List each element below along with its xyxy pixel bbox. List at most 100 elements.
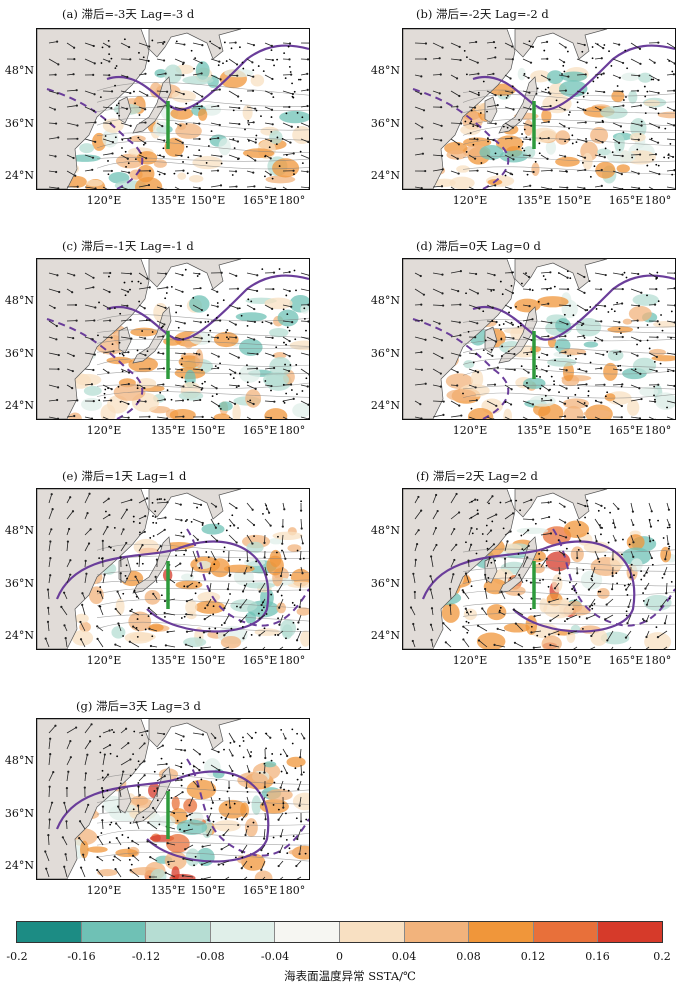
wind-vector-head [217, 366, 220, 370]
significance-dot [302, 771, 305, 774]
wind-vector [138, 544, 143, 552]
wind-vector [63, 592, 68, 600]
significance-dot [624, 49, 627, 52]
wind-vector-head [511, 58, 514, 61]
significance-dot [127, 847, 130, 849]
wind-vector-head [47, 606, 50, 610]
wind-vector-head [255, 367, 259, 370]
wind-vector-head [206, 604, 209, 607]
significance-dot [105, 510, 107, 513]
wind-vector-head [673, 321, 675, 324]
significance-dot [136, 349, 139, 352]
ssta-patch [486, 604, 507, 621]
wind-vector-head [549, 92, 552, 95]
wind-vector-head [285, 771, 289, 775]
significance-dot [211, 395, 214, 398]
wind-vector-head [219, 78, 222, 81]
wind-vector-head [199, 172, 203, 175]
wind-vector-head [643, 574, 646, 577]
significance-dot [566, 270, 569, 273]
wind-vector [522, 106, 531, 110]
wind-vector-head [564, 351, 567, 354]
wind-vector [468, 90, 479, 96]
significance-dot [275, 346, 278, 349]
wind-vector-head [600, 504, 603, 507]
wind-vector [84, 352, 95, 355]
wind-vector [228, 384, 239, 387]
wind-vector [486, 495, 493, 504]
wind-vector [450, 154, 458, 160]
significance-dot [615, 572, 618, 575]
wind-vector [246, 550, 248, 561]
wind-vector [66, 122, 78, 126]
significance-dot [467, 330, 470, 333]
wind-vector [648, 502, 653, 512]
wind-vector [648, 74, 659, 81]
wind-vector [174, 90, 184, 95]
wind-vector-head [584, 504, 587, 508]
significance-dot [521, 133, 523, 135]
significance-dot [475, 528, 478, 530]
ssta-patch [188, 175, 204, 183]
significance-dot [151, 501, 154, 504]
wind-vector [102, 774, 109, 782]
panel-title: (e) 滞后=1天 Lag=1 d [62, 469, 187, 483]
significance-dot [547, 585, 550, 588]
significance-dot [600, 533, 602, 536]
wind-vector [430, 556, 434, 568]
significance-dot [130, 863, 133, 866]
wind-vector [450, 574, 454, 584]
wind-vector [645, 582, 650, 589]
significance-dot [249, 399, 252, 402]
wind-vector [246, 185, 255, 188]
wind-vector [241, 860, 248, 869]
significance-dot [593, 165, 596, 168]
wind-vector-head [548, 78, 551, 81]
wind-vector [102, 384, 112, 390]
wind-vector-head [470, 526, 473, 530]
wind-vector [522, 518, 534, 521]
wind-vector-head [549, 532, 553, 535]
wind-vector [299, 550, 302, 560]
wind-vector-head [93, 62, 96, 65]
wind-vector-head [65, 820, 68, 823]
ssta-patch [235, 312, 267, 322]
wind-vector-head [455, 543, 458, 546]
significance-dot [470, 516, 473, 519]
significance-dot [135, 595, 138, 598]
significance-dot [165, 292, 168, 294]
wind-vector [102, 106, 112, 109]
wind-vector [486, 544, 495, 552]
ssta-patch [449, 176, 475, 189]
wind-vector-head [459, 334, 462, 337]
wind-vector-head [269, 736, 272, 739]
wind-vector [201, 860, 212, 865]
wind-vector-head [114, 868, 117, 871]
significance-dot [113, 526, 116, 529]
wind-vector [612, 122, 622, 127]
wind-vector-head [299, 756, 302, 759]
significance-dot [604, 554, 607, 557]
wind-vector [120, 400, 129, 405]
significance-dot [113, 549, 115, 552]
significance-dot [183, 615, 186, 618]
wind-vector [156, 170, 165, 175]
lat-label: 48°N [370, 294, 400, 307]
wind-vector-head [54, 73, 57, 76]
significance-dot [136, 387, 139, 390]
significance-dot [302, 557, 305, 560]
significance-dot [523, 149, 526, 152]
significance-dot [301, 390, 304, 392]
significance-dot [160, 757, 163, 760]
wind-vector [156, 732, 165, 735]
wind-vector [468, 186, 475, 189]
wind-vector [48, 494, 53, 504]
wind-vector [648, 58, 655, 64]
wind-vector-head [64, 636, 67, 640]
wind-vector [296, 630, 302, 641]
wind-vector [558, 272, 568, 279]
significance-dot [136, 400, 139, 403]
wind-vector-head [295, 639, 299, 642]
colorbar-swatch [469, 922, 534, 942]
ssta-patch [604, 393, 616, 402]
